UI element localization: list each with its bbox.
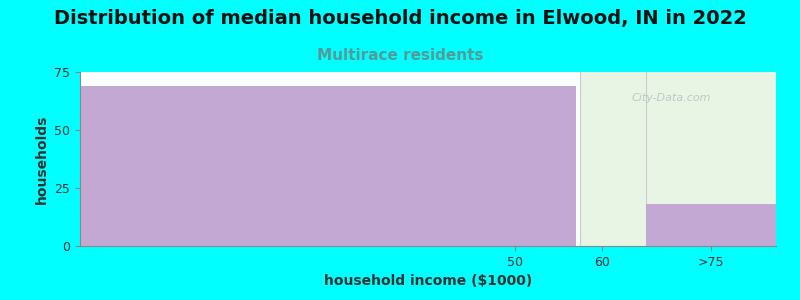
Text: Multirace residents: Multirace residents — [317, 48, 483, 63]
X-axis label: household income ($1000): household income ($1000) — [324, 274, 532, 288]
Bar — [580, 72, 776, 246]
Bar — [80, 72, 580, 246]
Bar — [80, 86, 576, 246]
Text: City-Data.com: City-Data.com — [632, 93, 711, 103]
Text: Distribution of median household income in Elwood, IN in 2022: Distribution of median household income … — [54, 9, 746, 28]
Y-axis label: households: households — [34, 114, 49, 204]
Bar — [646, 204, 776, 246]
